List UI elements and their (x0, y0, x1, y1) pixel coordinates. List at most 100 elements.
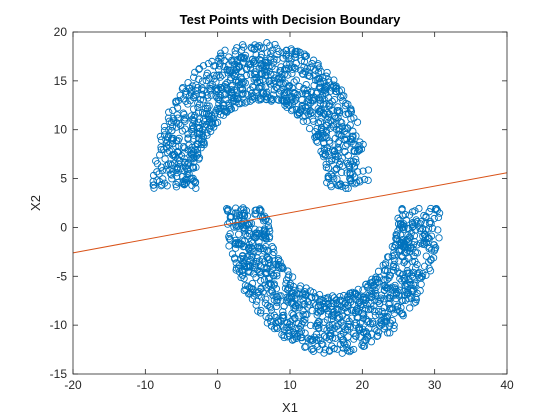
scatter-point (231, 255, 239, 263)
scatter-point (363, 333, 372, 341)
scatter-point (338, 349, 346, 357)
scatter-point (305, 95, 313, 103)
scatter-point (369, 306, 377, 314)
scatter-point (390, 324, 398, 333)
scatter-point (342, 110, 350, 118)
scatter-point (198, 91, 207, 99)
scatter-point (409, 241, 418, 249)
scatter-point (257, 285, 265, 293)
scatter-point (313, 138, 322, 146)
scatter-point (349, 132, 357, 140)
scatter-point (238, 237, 246, 245)
scatter-point (374, 328, 383, 336)
scatter-point (149, 177, 157, 186)
scatter-point (205, 112, 213, 120)
scatter-point (232, 92, 240, 100)
scatter-point (341, 304, 349, 312)
scatter-point (289, 315, 297, 323)
scatter-point (333, 107, 341, 115)
scatter-point (225, 53, 233, 61)
scatter-point (284, 52, 293, 60)
scatter-point (160, 127, 169, 135)
scatter-point (188, 125, 196, 134)
scatter-point (262, 242, 270, 251)
scatter-point (244, 263, 252, 271)
scatter-point (337, 318, 345, 327)
scatter-point (348, 179, 356, 187)
y-tick-label: 10 (54, 123, 68, 137)
scatter-point (287, 45, 295, 53)
scatter-point (319, 299, 327, 308)
scatter-point (172, 123, 181, 131)
scatter-point (196, 100, 204, 108)
scatter-point (337, 168, 346, 177)
scatter-point (162, 143, 170, 151)
scatter-point (385, 271, 393, 280)
x-tick-label: -10 (137, 378, 155, 392)
scatter-point (232, 76, 240, 84)
scatter-point (371, 286, 379, 295)
boundary-line-layer (72, 172, 508, 254)
scatter-point (232, 259, 240, 267)
scatter-point (325, 346, 334, 354)
scatter-point (256, 78, 264, 87)
scatter-point (225, 242, 233, 250)
scatter-point (297, 327, 306, 335)
scatter-point (246, 268, 254, 276)
scatter-point (203, 104, 212, 113)
scatter-point (189, 154, 197, 162)
scatter-point (413, 217, 421, 226)
scatter-point (230, 223, 238, 231)
scatter-point (396, 269, 404, 278)
scatter-point (376, 296, 384, 304)
scatter-point (231, 209, 240, 217)
scatter-point (295, 82, 303, 91)
scatter-point (347, 306, 356, 314)
scatter-point (382, 259, 390, 267)
scatter-point (324, 75, 332, 84)
scatter-point (227, 86, 236, 94)
scatter-point (214, 85, 222, 94)
scatter-point (396, 219, 405, 228)
scatter-point (272, 302, 281, 311)
scatter-point (331, 150, 339, 159)
scatter-point (271, 74, 279, 82)
scatter-point (314, 62, 322, 70)
scatter-point (175, 142, 183, 150)
scatter-point (274, 85, 282, 93)
scatter-point (350, 114, 358, 122)
scatter-point (273, 272, 281, 280)
scatter-point (181, 179, 189, 188)
scatter-point (288, 336, 297, 344)
scatter-point (419, 269, 427, 278)
scatter-point (272, 293, 280, 301)
scatter-point (328, 106, 336, 115)
scatter-point (272, 260, 280, 269)
scatter-point (290, 78, 298, 86)
scatter-point (284, 71, 292, 79)
scatter-point (396, 216, 404, 224)
scatter-point (360, 296, 368, 304)
scatter-point (337, 307, 346, 315)
scatter-point (264, 259, 273, 268)
scatter-point (258, 255, 267, 263)
scatter-point (391, 281, 399, 290)
scatter-point (393, 302, 402, 310)
scatter-point (244, 226, 252, 235)
scatter-point (319, 74, 327, 82)
scatter-point (435, 234, 443, 242)
scatter-point (430, 247, 439, 255)
scatter-point (226, 213, 235, 222)
scatter-point (184, 135, 192, 143)
scatter-point (319, 109, 328, 117)
scatter-point (420, 240, 429, 249)
scatter-point (334, 181, 342, 189)
scatter-point (336, 118, 344, 126)
scatter-point (287, 293, 296, 301)
scatter-point (348, 133, 357, 141)
x-tick-label: 40 (500, 378, 514, 392)
scatter-point (407, 271, 415, 279)
scatter-point (309, 344, 317, 353)
scatter-point (401, 277, 409, 285)
y-tick-label: 0 (60, 220, 67, 234)
